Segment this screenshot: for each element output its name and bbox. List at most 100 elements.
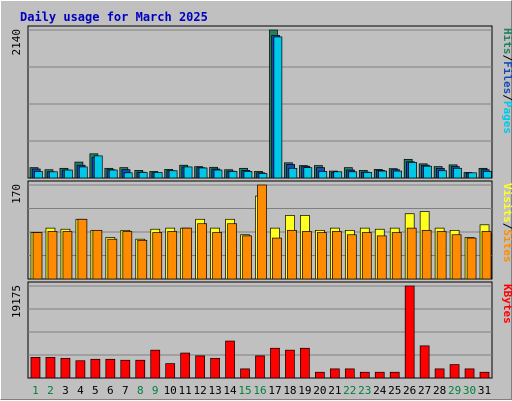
bar-kbytes-day-4 bbox=[75, 360, 86, 379]
bar-sites-day-13 bbox=[212, 232, 222, 280]
legend-entry-sites: Sites bbox=[501, 229, 512, 262]
bar-sites-day-4 bbox=[77, 218, 88, 280]
panel-pages-files-hits-frame bbox=[27, 25, 493, 179]
bar-kbytes-day-3 bbox=[60, 357, 71, 379]
bar-sites-day-9 bbox=[152, 232, 163, 280]
bar-kbytes-day-30 bbox=[464, 368, 475, 379]
bar-kbytes-day-22 bbox=[344, 368, 355, 379]
legend-entry-kbytes: KBytes bbox=[501, 284, 512, 324]
bar-pages-day-29 bbox=[453, 167, 462, 179]
bar-sites-day-19 bbox=[302, 231, 312, 280]
bar-sites-day-8 bbox=[137, 239, 148, 280]
bar-pages-day-11 bbox=[183, 166, 193, 179]
bar-sites-day-14 bbox=[227, 223, 237, 280]
bar-pages-day-3 bbox=[63, 169, 73, 179]
bar-kbytes-day-29 bbox=[449, 364, 460, 379]
x-tick-label-day-24: 24 bbox=[373, 384, 387, 397]
bar-kbytes-day-6 bbox=[105, 358, 116, 379]
bar-pages-day-1 bbox=[34, 171, 43, 179]
x-tick-label-day-15: 15 bbox=[238, 384, 251, 397]
x-tick-label-day-25: 25 bbox=[388, 384, 401, 397]
bar-kbytes-day-25 bbox=[389, 371, 400, 379]
x-tick-label-day-21: 21 bbox=[328, 384, 341, 397]
bar-kbytes-day-26 bbox=[404, 285, 415, 379]
bar-sites-day-20 bbox=[317, 232, 327, 280]
bar-kbytes-day-27 bbox=[419, 345, 430, 379]
bar-pages-day-10 bbox=[168, 170, 178, 179]
bar-sites-day-1 bbox=[32, 232, 43, 280]
bar-kbytes-day-14 bbox=[225, 340, 235, 379]
x-tick-label-day-31: 31 bbox=[478, 384, 491, 397]
x-tick-label-day-6: 6 bbox=[107, 384, 114, 397]
bar-pages-day-22 bbox=[348, 171, 358, 179]
bar-pages-day-4 bbox=[78, 166, 88, 179]
bar-sites-day-23 bbox=[361, 232, 372, 280]
bar-sites-day-26 bbox=[406, 227, 417, 280]
bar-sites-day-11 bbox=[182, 227, 193, 280]
bar-pages-day-2 bbox=[49, 171, 58, 179]
x-tick-label-day-13: 13 bbox=[208, 384, 221, 397]
bar-sites-day-24 bbox=[376, 235, 387, 280]
legend-entry-files: Files bbox=[501, 61, 512, 94]
bar-kbytes-day-16 bbox=[255, 355, 265, 379]
x-tick-label-day-29: 29 bbox=[448, 384, 461, 397]
bar-pages-day-5 bbox=[93, 155, 103, 179]
bar-pages-day-18 bbox=[288, 167, 298, 179]
x-tick-label-day-12: 12 bbox=[194, 384, 207, 397]
bar-kbytes-day-12 bbox=[195, 355, 205, 379]
x-tick-label-day-16: 16 bbox=[253, 384, 266, 397]
bar-sites-day-29 bbox=[451, 234, 462, 280]
bar-pages-day-9 bbox=[153, 172, 163, 179]
bar-kbytes-day-17 bbox=[270, 347, 280, 379]
legend-separator: / bbox=[501, 55, 512, 62]
bar-pages-day-27 bbox=[423, 165, 432, 179]
x-tick-label-day-11: 11 bbox=[179, 384, 192, 397]
bar-pages-day-15 bbox=[243, 171, 253, 179]
legend-entry-hits: Hits bbox=[501, 28, 512, 55]
bar-sites-day-18 bbox=[287, 229, 297, 280]
bar-pages-day-8 bbox=[138, 172, 148, 179]
bar-kbytes-day-21 bbox=[329, 368, 340, 379]
bar-sites-day-5 bbox=[92, 229, 103, 280]
bar-kbytes-day-7 bbox=[120, 359, 131, 379]
bar-sites-day-30 bbox=[466, 237, 477, 280]
legend-separator: / bbox=[501, 223, 512, 230]
bar-sites-day-15 bbox=[242, 235, 252, 280]
x-tick-label-day-14: 14 bbox=[223, 384, 237, 397]
bar-kbytes-day-31 bbox=[479, 371, 490, 379]
x-tick-label-day-9: 9 bbox=[152, 384, 159, 397]
bar-pages-day-19 bbox=[303, 167, 313, 179]
chart-title: Daily usage for March 2025 bbox=[20, 10, 208, 24]
bar-kbytes-day-28 bbox=[434, 368, 445, 379]
bar-pages-day-17 bbox=[273, 36, 283, 179]
x-tick-label-day-1: 1 bbox=[32, 384, 39, 397]
bar-kbytes-day-19 bbox=[300, 347, 310, 379]
x-tick-label-day-8: 8 bbox=[137, 384, 144, 397]
x-tick-label-day-7: 7 bbox=[122, 384, 129, 397]
bar-pages-day-28 bbox=[438, 170, 447, 179]
x-tick-label-day-28: 28 bbox=[433, 384, 446, 397]
panel-pages-files-hits-ymax-label: 2140 bbox=[10, 29, 23, 56]
bar-kbytes-day-18 bbox=[285, 349, 295, 379]
bar-pages-day-21 bbox=[333, 171, 343, 179]
panel-pages-files-hits-legend: Hits/Files/Pages bbox=[501, 28, 512, 134]
bar-pages-day-16 bbox=[258, 173, 268, 179]
x-tick-label-day-2: 2 bbox=[47, 384, 54, 397]
bar-kbytes-day-11 bbox=[180, 352, 191, 379]
bar-kbytes-day-2 bbox=[45, 357, 56, 379]
bar-kbytes-day-8 bbox=[135, 359, 146, 379]
x-tick-label-day-17: 17 bbox=[268, 384, 281, 397]
bar-kbytes-day-13 bbox=[210, 357, 220, 379]
legend-entry-pages: Pages bbox=[501, 101, 512, 134]
x-tick-label-day-10: 10 bbox=[164, 384, 177, 397]
bar-pages-day-31 bbox=[483, 171, 492, 179]
legend-entry-visits: Visits bbox=[501, 183, 512, 223]
bar-sites-day-27 bbox=[421, 229, 432, 280]
legend-separator: / bbox=[501, 94, 512, 101]
x-tick-label-day-20: 20 bbox=[313, 384, 326, 397]
x-tick-label-day-22: 22 bbox=[343, 384, 356, 397]
x-tick-label-day-4: 4 bbox=[77, 384, 84, 397]
x-tick-label-day-5: 5 bbox=[92, 384, 99, 397]
bar-kbytes-day-24 bbox=[374, 371, 385, 379]
